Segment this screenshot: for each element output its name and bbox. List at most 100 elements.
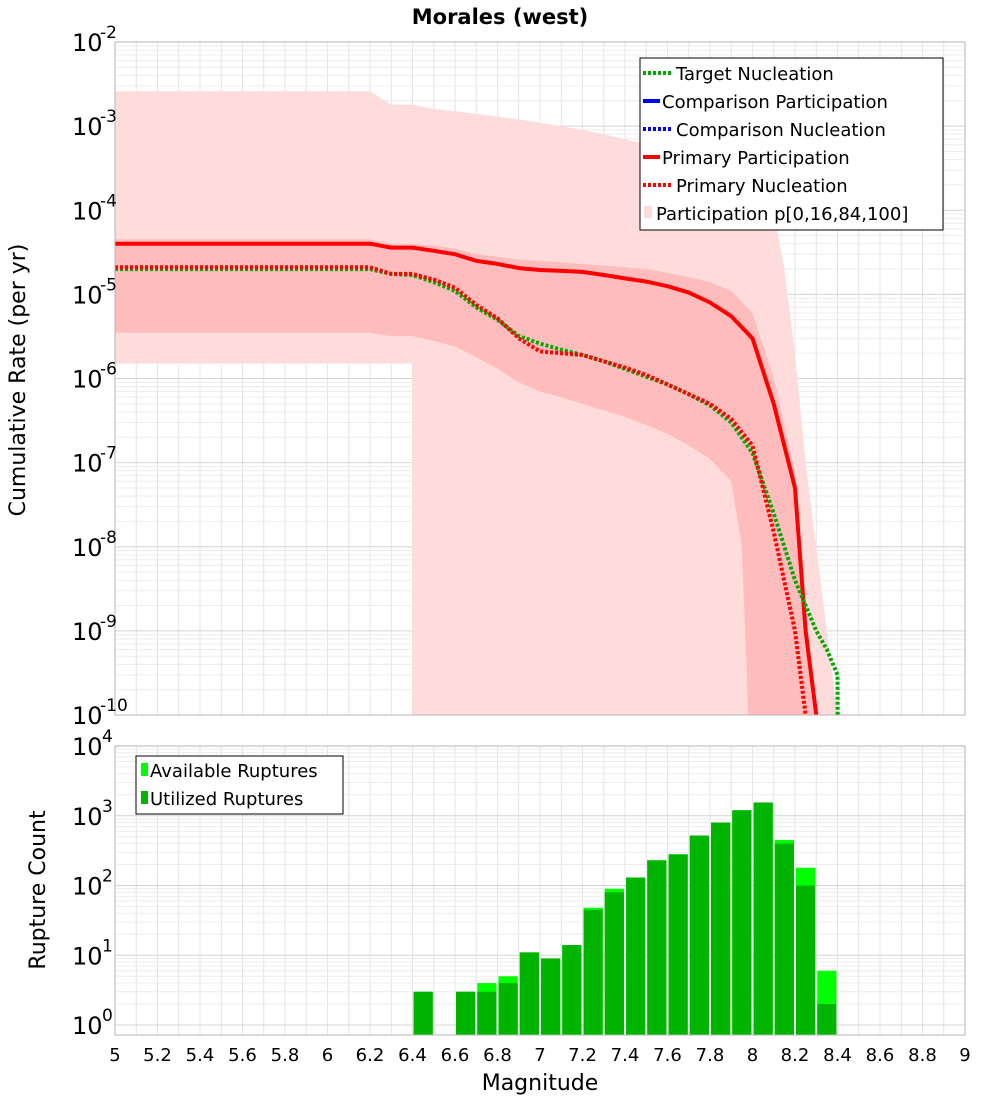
bar-utilized: [711, 822, 731, 1035]
x-axis-ticks: 5 5.2 5.4 5.6 5.8 6 6.2 6.4 6.6 6.8 7 7.2 7.4 7.6 7.8 8…: [109, 1045, 970, 1066]
x-tick-label: 8.2: [781, 1045, 810, 1066]
bottom-y-tick-label: 10: [72, 733, 103, 761]
bar-utilized: [413, 991, 433, 1035]
top-legend: Target Nucleation Comparison Participati…: [639, 57, 944, 231]
x-tick-label: 9: [959, 1045, 970, 1066]
x-axis-label: Magnitude: [482, 1071, 599, 1096]
top-y-tick-label: 10: [72, 702, 103, 730]
legend-label-participation-band: Participation p[0,16,84,100]: [656, 204, 908, 225]
bottom-y-tick-exponent: 1: [102, 936, 113, 956]
legend-label-available-ruptures: Available Ruptures: [150, 761, 318, 782]
x-tick-label: 6.6: [441, 1045, 470, 1066]
top-y-tick-exponent: -4: [100, 191, 117, 211]
top-y-tick-exponent: -5: [100, 275, 117, 295]
bar-utilized: [753, 802, 773, 1035]
rupture-count-bars: [413, 802, 837, 1035]
bar-utilized: [583, 909, 603, 1035]
rate-lines: [115, 241, 840, 716]
legend-label-target-nucleation: Target Nucleation: [675, 64, 834, 85]
top-plot: Morales (west) 10-1010-910-810-710-610-5…: [6, 5, 966, 730]
participation-bands: [115, 91, 838, 715]
bar-utilized: [519, 952, 539, 1035]
x-tick-label: 8.6: [866, 1045, 895, 1066]
x-tick-label: 7: [534, 1045, 545, 1066]
bottom-y-tick-exponent: 0: [102, 1006, 113, 1026]
legend-label-primary-participation: Primary Participation: [662, 148, 850, 169]
top-legend-box: [639, 57, 944, 231]
top-y-tick-exponent: -6: [100, 360, 117, 380]
series-primary-participation: [115, 241, 819, 716]
bottom-y-axis-label: Rupture Count: [26, 810, 51, 970]
top-plot-frame: [114, 41, 966, 716]
bottom-y-tick-label: 10: [72, 873, 103, 901]
x-tick-label: 7.4: [611, 1045, 640, 1066]
legend-swatch-participation-band: [644, 206, 652, 218]
bar-utilized: [477, 991, 497, 1035]
legend-label-primary-nucleation: Primary Nucleation: [676, 176, 848, 197]
bar-utilized: [498, 983, 518, 1035]
legend-label-comparison-nucleation: Comparison Nucleation: [676, 120, 886, 141]
bar-utilized: [817, 1004, 837, 1035]
bottom-legend-box: [135, 755, 344, 815]
bottom-y-tick-label: 10: [72, 803, 103, 831]
x-tick-label: 7.2: [568, 1045, 597, 1066]
legend-label-utilized-ruptures: Utilized Ruptures: [150, 789, 303, 810]
x-tick-label: 8: [747, 1045, 758, 1066]
top-y-axis-label: Cumulative Rate (per yr): [6, 244, 31, 517]
x-tick-label: 8.8: [908, 1045, 937, 1066]
bar-utilized: [604, 892, 624, 1035]
bar-utilized: [626, 877, 646, 1035]
bar-utilized: [732, 810, 752, 1035]
legend-label-comparison-participation: Comparison Participation: [662, 92, 888, 113]
top-y-tick-label: 10: [72, 450, 103, 478]
bar-utilized: [774, 843, 794, 1035]
x-tick-label: 7.6: [653, 1045, 682, 1066]
x-tick-label: 6.2: [356, 1045, 385, 1066]
band-p16-p84: [115, 239, 817, 715]
bottom-y-tick-exponent: 3: [102, 797, 113, 817]
bottom-y-tick-exponent: 2: [102, 867, 113, 887]
x-tick-label: 5.4: [186, 1045, 215, 1066]
x-tick-label: 6.8: [483, 1045, 512, 1066]
x-tick-label: 8.4: [823, 1045, 852, 1066]
x-tick-label: 6.4: [398, 1045, 427, 1066]
top-y-tick-exponent: -9: [100, 612, 117, 632]
bar-utilized: [647, 860, 667, 1035]
bar-utilized: [796, 885, 816, 1035]
legend-swatch-utilized-ruptures: [141, 791, 148, 804]
top-y-tick-label: 10: [72, 618, 103, 646]
top-y-tick-label: 10: [72, 197, 103, 225]
top-y-tick-exponent: -7: [100, 444, 117, 464]
x-tick-label: 5.6: [228, 1045, 257, 1066]
bottom-plot-frame: [114, 745, 966, 1036]
bar-utilized: [689, 835, 709, 1035]
chart-title: Morales (west): [412, 5, 588, 29]
series-primary-nucleation: [115, 265, 808, 716]
bottom-y-tick-exponent: 4: [102, 727, 113, 747]
top-y-tick-exponent: -8: [100, 528, 117, 548]
top-y-tick-label: 10: [72, 113, 103, 141]
top-y-tick-label: 10: [72, 281, 103, 309]
top-y-tick-label: 10: [72, 366, 103, 394]
bottom-y-tick-label: 10: [72, 942, 103, 970]
x-tick-label: 6: [322, 1045, 333, 1066]
bottom-y-tick-label: 10: [72, 1012, 103, 1040]
bottom-legend: Available Ruptures Utilized Ruptures: [135, 755, 344, 815]
x-tick-label: 5: [109, 1045, 120, 1066]
legend-swatch-available-ruptures: [141, 763, 148, 776]
top-y-tick-exponent: -10: [100, 696, 128, 716]
top-y-tick-exponent: -3: [100, 107, 117, 127]
x-tick-label: 5.8: [271, 1045, 300, 1066]
x-tick-label: 7.8: [696, 1045, 725, 1066]
bar-utilized: [456, 991, 476, 1035]
top-y-tick-exponent: -2: [100, 23, 117, 43]
bar-utilized: [562, 945, 582, 1035]
top-y-tick-label: 10: [72, 534, 103, 562]
top-y-tick-label: 10: [72, 29, 103, 57]
bar-utilized: [668, 854, 688, 1035]
bar-utilized: [541, 958, 561, 1035]
